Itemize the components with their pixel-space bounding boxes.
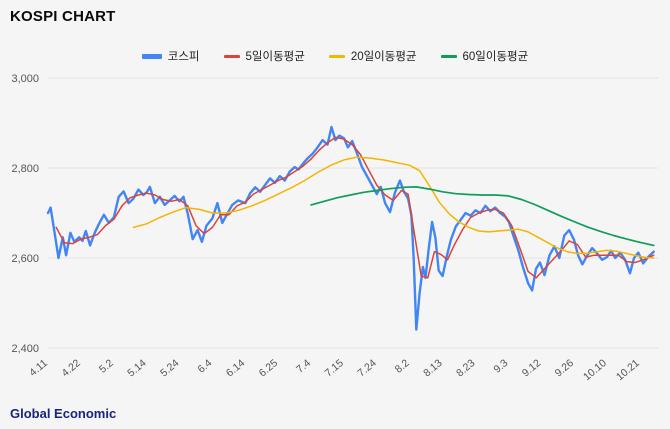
x-tick-label: 6.4: [195, 357, 214, 376]
footer-brand: Global Economic: [10, 406, 117, 421]
legend-item-ma5: 5일이동평균: [223, 48, 305, 64]
legend-label-ma60: 60일이동평균: [462, 51, 529, 63]
x-tick-label: 5.24: [158, 357, 181, 379]
legend-marker-ma60: [440, 54, 457, 58]
x-tick-label: 9.26: [553, 357, 576, 379]
x-tick-label: 9.3: [491, 357, 510, 376]
legend-item-ma60: 60일이동평균: [440, 48, 529, 64]
series-line-ma60: [310, 186, 655, 247]
page-title: KOSPI CHART: [10, 8, 116, 25]
x-tick-label: 7.15: [323, 357, 346, 379]
legend-item-kospi: 코스피: [141, 48, 200, 64]
x-tick-label: 6.14: [224, 357, 247, 379]
x-tick-label: 5.2: [97, 357, 116, 376]
x-tick-label: 6.25: [257, 357, 280, 379]
legend-marker-ma20: [328, 54, 345, 58]
x-tick-label: 4.11: [27, 357, 50, 379]
y-tick-label: 2,800: [11, 163, 39, 175]
x-tick-label: 5.14: [125, 357, 148, 379]
y-tick-label: 2,600: [11, 253, 39, 265]
kospi-line-chart: 2,400 2,600 2,800 3,000 4.11 4.22 5.2 5.14 5.24 6…: [11, 73, 658, 383]
y-tick-label: 3,000: [11, 73, 39, 85]
legend-marker-ma5: [223, 54, 240, 58]
x-tick-label: 4.22: [59, 357, 82, 379]
legend-item-ma20: 20일이동평균: [328, 48, 417, 64]
series-line-ma20: [132, 156, 655, 259]
x-tick-label: 8.13: [421, 357, 444, 379]
x-tick-label: 10.21: [614, 357, 642, 383]
series-line-ma5: [55, 136, 655, 279]
legend-label-ma5: 5일이동평균: [245, 51, 305, 63]
x-tick-label: 8.23: [454, 357, 477, 379]
x-tick-label: 7.24: [355, 357, 378, 379]
series-line-kospi: [46, 125, 655, 331]
x-tick-label: 10.10: [581, 357, 609, 383]
x-tick-label: 8.2: [393, 357, 412, 376]
legend-label-ma20: 20일이동평균: [350, 51, 417, 63]
chart-legend: 코스피 5일이동평균 20일이동평균 60일이동평균: [0, 48, 670, 64]
y-tick-label: 2,400: [11, 343, 39, 355]
legend-label-kospi: 코스피: [167, 51, 200, 63]
x-tick-label: 7.4: [294, 357, 313, 376]
legend-marker-kospi: [141, 53, 162, 59]
x-tick-label: 9.12: [520, 357, 543, 379]
